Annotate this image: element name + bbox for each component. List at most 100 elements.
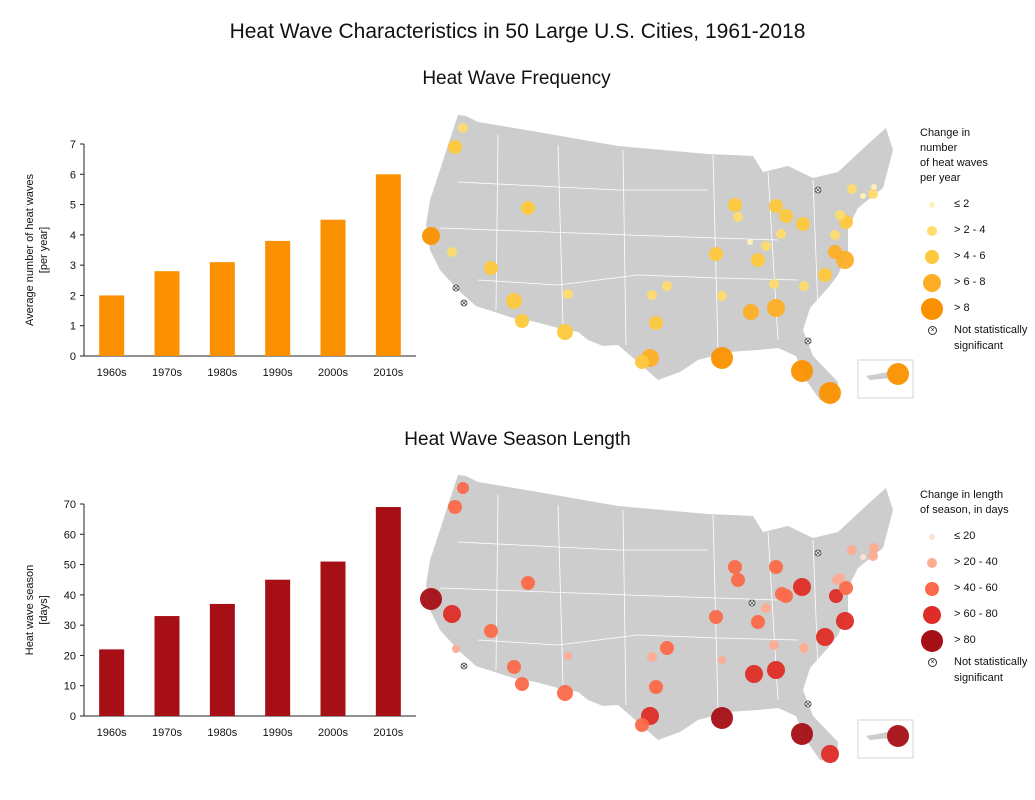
y-tick-label: 10 bbox=[64, 681, 76, 693]
y-tick-label: 70 bbox=[64, 499, 76, 511]
city-marker bbox=[816, 628, 834, 646]
city-marker bbox=[769, 560, 783, 574]
city-marker bbox=[649, 316, 663, 330]
legend-swatch bbox=[923, 274, 941, 292]
legend-swatch bbox=[921, 630, 943, 652]
y-tick-label: 6 bbox=[70, 169, 76, 181]
city-marker bbox=[745, 665, 763, 683]
legend-swatch bbox=[925, 582, 939, 596]
city-marker bbox=[728, 198, 742, 212]
y-axis-label-line: [days] bbox=[38, 595, 50, 624]
legend-label-line: Not statistically bbox=[954, 324, 1028, 336]
bar bbox=[375, 174, 401, 356]
legend-item: > 2 - 4 bbox=[920, 218, 1030, 244]
city-marker bbox=[457, 482, 469, 494]
bar bbox=[265, 240, 291, 356]
legend-title-line: number bbox=[920, 142, 958, 154]
city-marker bbox=[420, 588, 442, 610]
city-marker bbox=[751, 615, 765, 629]
legend-label: > 2 - 4 bbox=[954, 224, 986, 236]
y-tick-label: 20 bbox=[64, 650, 76, 662]
legend-swatch bbox=[921, 298, 943, 320]
city-marker bbox=[515, 677, 529, 691]
city-marker bbox=[847, 184, 857, 194]
city-marker bbox=[847, 545, 857, 555]
season-map bbox=[420, 475, 914, 763]
city-marker bbox=[821, 745, 839, 763]
legend-label: > 60 - 80 bbox=[954, 608, 998, 620]
city-marker bbox=[818, 268, 832, 282]
city-marker bbox=[557, 324, 573, 340]
city-marker bbox=[791, 723, 813, 745]
legend-label: > 4 - 6 bbox=[954, 250, 986, 262]
legend-label: > 80 bbox=[954, 634, 976, 646]
legend-title-line: Change in bbox=[920, 127, 971, 139]
city-marker bbox=[662, 281, 672, 291]
season-legend: Change in length of season, in days ≤ 20… bbox=[920, 488, 1032, 688]
bar bbox=[209, 603, 235, 716]
y-tick-label: 7 bbox=[70, 139, 76, 151]
y-axis-label: Heat wave season [days] bbox=[24, 565, 50, 656]
legend-item-not-significant: × Not statistically significant bbox=[920, 322, 1030, 356]
city-marker bbox=[767, 661, 785, 679]
city-marker bbox=[835, 210, 845, 220]
state-boundaries bbox=[439, 494, 819, 711]
not-significant-x bbox=[461, 663, 467, 669]
city-marker bbox=[448, 140, 462, 154]
legend-title: Change in length of season, in days bbox=[920, 488, 1032, 518]
city-marker bbox=[448, 500, 462, 514]
y-axis-label: Average number of heat waves [per year] bbox=[24, 173, 50, 326]
legend-item: > 20 - 40 bbox=[920, 550, 1032, 576]
city-marker bbox=[733, 212, 743, 222]
city-marker bbox=[564, 652, 572, 660]
legend-swatch bbox=[925, 250, 939, 264]
legend-item: ≤ 20 bbox=[920, 524, 1032, 550]
bar bbox=[154, 271, 180, 356]
y-tick-label: 30 bbox=[64, 620, 76, 632]
city-marker bbox=[647, 652, 657, 662]
city-marker bbox=[743, 304, 759, 320]
city-marker bbox=[458, 123, 468, 133]
city-marker bbox=[728, 560, 742, 574]
city-marker bbox=[443, 605, 461, 623]
bar bbox=[154, 616, 180, 716]
x-tick-label: 1960s bbox=[97, 367, 127, 379]
x-tick-label: 1970s bbox=[152, 727, 182, 739]
us-map-outline bbox=[426, 115, 914, 402]
legend-item: > 6 - 8 bbox=[920, 270, 1030, 296]
city-marker bbox=[521, 576, 535, 590]
y-tick-label: 60 bbox=[64, 529, 76, 541]
city-marker bbox=[711, 707, 733, 729]
not-significant-x bbox=[749, 600, 755, 606]
bar bbox=[320, 219, 346, 356]
city-marker bbox=[791, 360, 813, 382]
season-section-title: Heat Wave Season Length bbox=[404, 429, 631, 450]
bar bbox=[375, 507, 401, 716]
not-significant-icon: × bbox=[928, 326, 937, 335]
legend-label-line: significant bbox=[954, 340, 1003, 352]
city-marker bbox=[484, 624, 498, 638]
x-tick-label: 2010s bbox=[373, 367, 403, 379]
legend-swatch bbox=[927, 558, 937, 568]
city-marker bbox=[819, 382, 841, 404]
city-marker bbox=[868, 189, 878, 199]
city-marker bbox=[769, 279, 779, 289]
y-tick-label: 4 bbox=[70, 230, 76, 242]
city-marker bbox=[717, 291, 727, 301]
city-marker bbox=[839, 581, 853, 595]
not-significant-icon: × bbox=[928, 658, 937, 667]
legend-swatch bbox=[929, 202, 935, 208]
y-axis-label-line: Heat wave season bbox=[24, 565, 36, 656]
y-tick-label: 50 bbox=[64, 560, 76, 572]
city-marker bbox=[447, 247, 457, 257]
not-significant-x bbox=[805, 338, 811, 344]
city-marker bbox=[776, 229, 786, 239]
city-marker bbox=[718, 656, 726, 664]
bar bbox=[265, 579, 291, 716]
city-marker bbox=[709, 247, 723, 261]
city-marker bbox=[647, 290, 657, 300]
city-marker bbox=[452, 645, 460, 653]
legend-label: Not statistically significant bbox=[954, 654, 1027, 686]
legend-item: > 8 bbox=[920, 296, 1030, 322]
x-tick-label: 1980s bbox=[207, 727, 237, 739]
